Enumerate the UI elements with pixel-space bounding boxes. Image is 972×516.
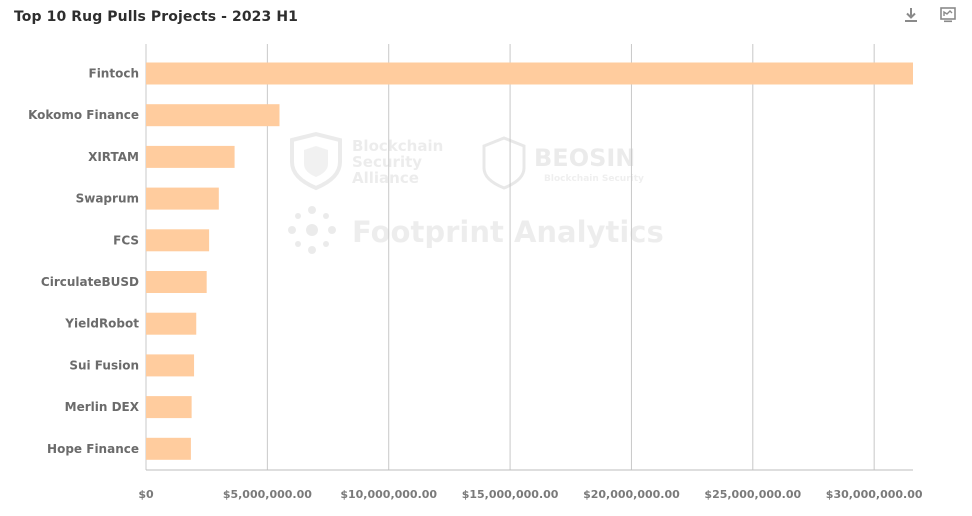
category-label: CirculateBUSD xyxy=(41,275,139,289)
expand-icon[interactable] xyxy=(939,6,957,24)
category-label: Kokomo Finance xyxy=(28,108,139,122)
footprint-logo-icon xyxy=(288,206,336,254)
watermark-beosin: BEOSIN Blockchain Security xyxy=(482,136,644,190)
category-labels: Fintoch Kokomo Finance XIRTAM Swaprum FCS Cir… xyxy=(28,67,140,456)
category-label: Sui Fusion xyxy=(69,358,139,372)
watermark-bsa: Blockchain Security Alliance xyxy=(290,131,443,191)
bar[interactable] xyxy=(146,271,207,293)
bar[interactable] xyxy=(146,187,219,210)
x-tick-label: $20,000,000.00 xyxy=(583,488,680,501)
category-label: XIRTAM xyxy=(88,150,139,164)
x-tick-label: $5,000,000.00 xyxy=(223,488,312,501)
category-label: Fintoch xyxy=(89,67,140,81)
watermark-beosin-sub: Blockchain Security xyxy=(544,174,644,184)
download-icon[interactable] xyxy=(902,6,920,24)
category-label: Merlin DEX xyxy=(65,400,140,414)
category-label: YieldRobot xyxy=(64,317,139,331)
bar[interactable] xyxy=(146,62,913,85)
x-tick-label: $10,000,000.00 xyxy=(340,488,437,501)
category-label: Hope Finance xyxy=(47,442,139,456)
bar[interactable] xyxy=(146,437,191,460)
x-tick-label: $25,000,000.00 xyxy=(704,488,801,501)
category-label: Swaprum xyxy=(76,192,139,206)
chart-title: Top 10 Rug Pulls Projects - 2023 H1 xyxy=(14,9,298,25)
x-tick-label: $30,000,000.00 xyxy=(826,488,923,501)
x-tick-label: $0 xyxy=(138,488,154,501)
bars xyxy=(146,62,913,460)
watermark-footprint-text: Footprint Analytics xyxy=(352,215,664,249)
x-axis-tick-labels: $0 $5,000,000.00 $10,000,000.00 $15,000,000… xyxy=(138,488,923,501)
bar[interactable] xyxy=(146,229,210,252)
x-tick-label: $15,000,000.00 xyxy=(462,488,559,501)
watermark-bsa-line2: Security xyxy=(352,153,422,171)
watermark-bsa-line1: Blockchain xyxy=(352,137,443,155)
watermark-bsa-line3: Alliance xyxy=(352,169,419,187)
bar[interactable] xyxy=(146,354,195,377)
bar[interactable] xyxy=(146,145,235,168)
bar[interactable] xyxy=(146,312,197,335)
bar[interactable] xyxy=(146,396,192,419)
category-label: FCS xyxy=(113,233,139,247)
watermark-beosin-name: BEOSIN xyxy=(534,144,635,172)
watermark-footprint: Footprint Analytics xyxy=(288,206,664,254)
bar[interactable] xyxy=(146,104,280,127)
